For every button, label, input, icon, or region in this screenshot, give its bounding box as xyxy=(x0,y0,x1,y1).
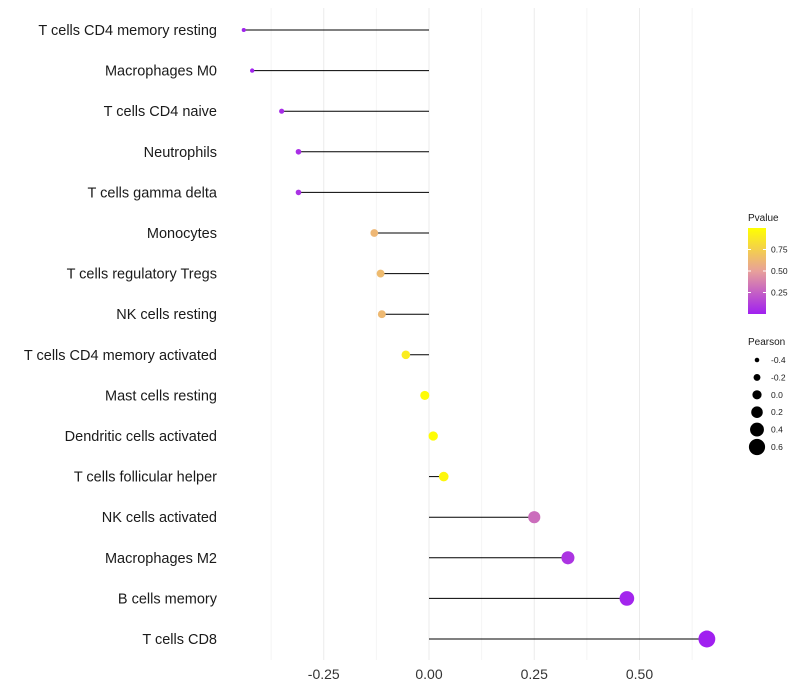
point xyxy=(279,108,285,114)
pvalue-colorbar xyxy=(748,228,766,314)
point xyxy=(295,189,302,196)
category-label: NK cells activated xyxy=(102,510,217,526)
size-legend-label: 0.6 xyxy=(771,442,783,452)
colorbar-label: 0.25 xyxy=(771,288,788,298)
category-label: Neutrophils xyxy=(144,145,217,161)
size-legend-label: -0.4 xyxy=(771,355,786,365)
pearson-legend: Pearson -0.4 -0.2 0.0 0.2 0.4 0.6 xyxy=(748,337,786,456)
size-legend-label: 0.4 xyxy=(771,425,783,435)
point xyxy=(377,310,386,319)
category-label: Macrophages M0 xyxy=(105,64,217,80)
point xyxy=(241,27,246,33)
x-tick-label: 0.50 xyxy=(626,666,653,682)
pearson-legend-title: Pearson xyxy=(748,337,785,348)
category-label: Mast cells resting xyxy=(105,388,217,404)
size-legend-dot xyxy=(754,357,760,363)
category-label: T cells CD4 memory activated xyxy=(24,348,217,364)
pvalue-legend: Pvalue 0.75 0.50 0.25 xyxy=(748,213,788,314)
x-tick-label: 0.25 xyxy=(521,666,548,682)
point xyxy=(528,511,541,524)
category-label: T cells regulatory Tregs xyxy=(67,267,217,283)
point xyxy=(420,390,430,400)
grid xyxy=(270,8,693,660)
point xyxy=(370,229,379,237)
x-axis-ticks: -0.25 0.00 0.25 0.50 xyxy=(308,666,654,682)
point xyxy=(401,350,411,360)
size-legend-dot xyxy=(753,373,761,381)
size-legend-dot xyxy=(752,390,762,400)
category-label: T cells gamma delta xyxy=(88,185,218,201)
point xyxy=(698,630,716,648)
pvalue-legend-title: Pvalue xyxy=(748,213,779,224)
category-label: B cells memory xyxy=(118,591,218,607)
point xyxy=(428,431,438,441)
category-label: Dendritic cells activated xyxy=(65,429,217,445)
stems xyxy=(243,29,707,640)
category-label: T cells CD4 naive xyxy=(104,104,217,120)
point xyxy=(295,148,302,155)
size-legend-label: 0.2 xyxy=(771,407,783,417)
category-label: Macrophages M2 xyxy=(105,551,217,567)
category-label: T cells CD4 memory resting xyxy=(38,23,217,39)
category-labels: T cells CD4 memory resting Macrophages M0… xyxy=(24,23,218,648)
size-legend-label: 0.0 xyxy=(771,390,783,400)
category-label: T cells CD8 xyxy=(142,632,217,648)
colorbar-label: 0.75 xyxy=(771,245,788,255)
category-label: T cells follicular helper xyxy=(74,470,217,486)
size-legend-dot xyxy=(748,438,766,456)
x-tick-label: -0.25 xyxy=(308,666,340,682)
category-label: NK cells resting xyxy=(116,307,217,323)
colorbar-label: 0.50 xyxy=(771,266,788,276)
size-legend-dot xyxy=(751,406,763,418)
points xyxy=(241,27,716,648)
point xyxy=(619,591,635,606)
size-legend-dot xyxy=(750,422,764,437)
point xyxy=(250,68,255,73)
point xyxy=(376,269,385,278)
x-tick-label: 0.00 xyxy=(415,666,442,682)
size-legend-label: -0.2 xyxy=(771,372,786,382)
category-label: Monocytes xyxy=(147,226,217,242)
point xyxy=(561,551,575,565)
point xyxy=(438,471,449,482)
